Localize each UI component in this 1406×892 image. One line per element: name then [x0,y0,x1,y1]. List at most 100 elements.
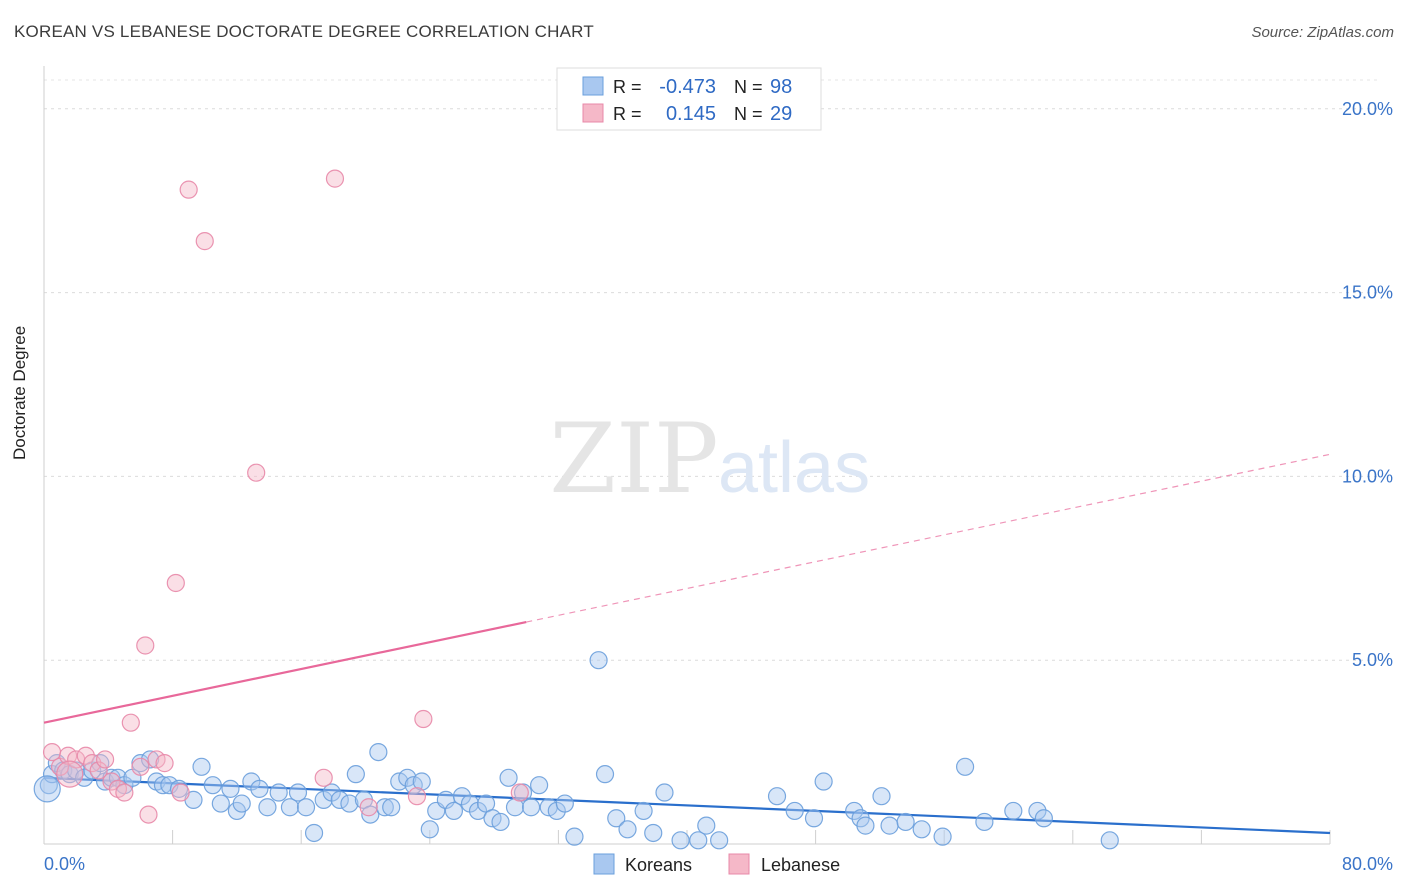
korean-point [499,768,518,787]
lebanese-legend-swatch [728,853,750,875]
korean-point [655,783,674,802]
y-tick-label: 15.0% [1342,283,1393,303]
lebanese-n-label: N = [734,104,763,124]
korean-point [933,827,952,846]
korean-point [375,798,394,817]
korean-point [589,651,608,670]
series-legend: Koreans Lebanese [593,853,840,875]
korean-point [785,801,804,821]
lebanese-point [510,783,529,802]
korean-point [258,798,277,817]
korean-point [39,776,58,795]
korean-point [856,816,875,835]
lebanese-point [131,757,150,776]
korean-point [521,798,541,817]
korean-point [491,812,510,832]
korean-stats-swatch [582,76,604,96]
korean-point [160,776,179,795]
korean-point [398,768,417,787]
korean-point [420,820,439,839]
korean-point [412,772,431,791]
lebanese-point [414,709,433,729]
korean-point [232,794,251,813]
korean-point [296,798,316,817]
y-tick-label: 5.0% [1352,650,1393,670]
korean-point [845,801,864,821]
korean-point [140,750,160,769]
korean-point [880,816,899,835]
korean-point [595,765,615,784]
korean-point [505,798,525,817]
korean-point [250,779,269,798]
lebanese-point [166,573,185,593]
lebanese-point [121,713,140,732]
korean-point [444,801,464,821]
korean-point [346,765,365,784]
korean-point [269,783,288,802]
lebanese-point [102,772,121,791]
korean-legend-swatch [593,853,615,875]
korean-point [634,801,653,821]
korean-point [221,779,240,798]
korean-point [804,809,824,828]
korean-point [382,798,401,817]
lebanese-trend-line-extension [526,453,1331,623]
korean-point [872,787,891,806]
lebanese-point [407,787,427,806]
watermark-atlas: atlas [718,428,870,508]
korean-point [896,812,915,832]
korean-point [671,831,690,850]
korean-point [555,794,574,813]
lebanese-stats-swatch [582,103,604,123]
korean-point [203,776,222,795]
korean-point [644,823,663,843]
korean-point [814,772,833,791]
korean-point [955,757,975,776]
lebanese-point [136,636,155,655]
korean-point [607,809,626,828]
korean-point [211,794,230,813]
y-tick-label: 20.0% [1342,99,1393,119]
lebanese-point [89,761,108,780]
lebanese-legend-label: Lebanese [761,855,840,875]
korean-point [280,798,300,817]
korean-point [1004,801,1023,821]
korean-point [767,787,787,806]
y-tick-label: 10.0% [1342,466,1393,486]
lebanese-trend-line [43,620,527,724]
korean-point [618,820,637,839]
watermark: ZIP atlas [549,403,870,515]
axes: 0.0% 80.0% [43,66,1393,874]
korean-point [1100,831,1119,850]
korean-legend-label: Koreans [625,855,692,875]
lebanese-point [195,232,214,251]
lebanese-point [155,754,174,773]
lebanese-r-value: 0.145 [666,103,716,125]
x-tick-label: 80.0% [1342,854,1393,874]
korean-point [697,816,716,835]
data-points [33,169,1119,850]
korean-point [975,812,994,832]
korean-point [710,831,729,850]
korean-point [340,794,359,813]
korean-point [33,775,61,803]
korean-point [530,776,549,795]
lebanese-point [139,805,158,824]
korean-point [369,742,388,762]
lebanese-point [115,783,134,802]
lebanese-point [314,768,333,787]
lebanese-point [247,463,266,482]
korean-point [361,805,380,824]
x-tick-label: 0.0% [44,854,85,874]
korean-n-label: N = [734,77,763,97]
watermark-zip: ZIP [549,403,718,515]
lebanese-point [56,760,84,788]
korean-point [912,820,931,839]
korean-point [1028,801,1047,821]
lebanese-point [171,783,190,802]
chart-title: KOREAN VS LEBANESE DOCTORATE DEGREE CORR… [14,22,594,41]
korean-point [1034,809,1053,828]
lebanese-point [95,750,115,769]
korean-point [330,790,349,809]
